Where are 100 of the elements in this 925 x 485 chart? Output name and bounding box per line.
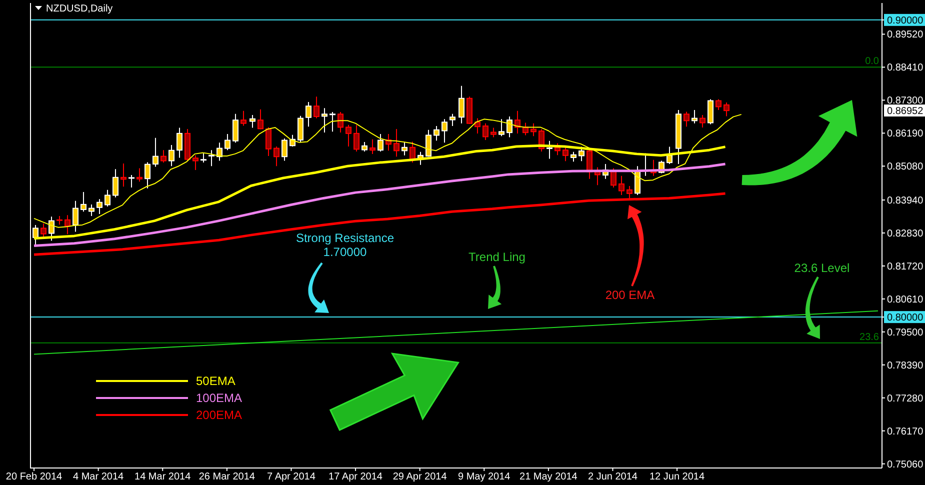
candlestick [120,162,126,188]
annotation: 200 EMA [605,288,655,302]
y-tick-label: 0.76170 [887,426,924,438]
candlestick [274,146,280,167]
candlestick [346,124,352,148]
x-tick-label: 17 Apr 2014 [328,472,383,482]
candlestick [250,114,256,128]
candlestick [354,124,360,152]
x-tick-label: 12 Jun 2014 [650,472,705,482]
candlestick [192,154,198,170]
candlestick [716,98,722,110]
candlestick [666,146,672,165]
candlestick [314,96,320,119]
candlestick [506,116,512,138]
candlestick [224,134,230,151]
y-tick-label: 0.83940 [887,195,924,206]
candlestick [96,198,102,214]
candlestick [570,151,576,162]
candlestick [112,168,118,198]
y-tick-label: 0.82830 [887,228,924,240]
candlestick [266,126,272,157]
candlestick [80,191,86,212]
y-tick-label: 0.77280 [887,393,924,404]
text: 50EMA [196,374,236,388]
candlestick [394,128,400,158]
candlestick [610,168,616,188]
candlestick [208,150,214,167]
candlestick [160,150,166,164]
candlestick [152,137,158,168]
candlestick [530,122,536,137]
y-tick-label: 0.80000 [887,312,924,324]
candlestick [410,141,416,164]
x-tick-label: 21 May 2014 [520,472,578,482]
y-tick-label: 0.89520 [887,30,924,41]
text: 100EMA [196,390,242,404]
annotation: Strong Resistance 1.70000 [296,231,394,259]
candlestick [450,113,456,127]
candlestick [322,108,328,134]
candlestick [482,122,488,140]
candlestick [168,144,174,167]
candlestick [88,204,94,217]
y-tick-label: 0.80610 [887,294,924,306]
annotation: Trend Ling [468,250,526,264]
candlestick [104,189,110,208]
y-tick-label: 0.78390 [887,360,924,372]
candlestick [474,118,480,134]
candlestick [618,175,624,196]
candlestick [176,127,182,158]
candlestick [546,140,552,160]
candlestick [692,109,698,124]
candlestick [684,111,690,128]
x-tick-label: 14 Mar 2014 [134,472,192,482]
candlestick [700,114,706,128]
candlestick [708,98,714,125]
candlestick [498,118,504,137]
x-tick-label: 4 Mar 2014 [73,472,124,482]
candlestick [232,113,238,144]
candlestick [144,162,150,189]
text: 0.86952 [887,106,924,117]
y-tick-label: 0.81720 [887,261,924,272]
annotation: 23.6 [860,332,880,343]
x-tick-label: 29 Apr 2014 [392,472,448,482]
candlestick [370,138,376,154]
x-tick-label: 9 May 2014 [458,472,511,482]
y-tick-label: 0.85080 [887,162,924,173]
candlestick [64,214,70,235]
candlestick [306,101,312,128]
candlestick [330,112,336,132]
y-tick-label: 0.86190 [887,128,924,140]
x-tick-label: 2 Jun 2014 [588,472,638,482]
candlestick [338,112,344,134]
y-tick-label: 0.90000 [887,15,924,26]
annotation: 23.6 Level [794,261,850,276]
candlestick [258,108,264,130]
text: 200EMA [196,408,242,422]
candlestick [282,138,288,162]
x-tick-label: 20 Feb 2014 [6,472,63,482]
x-tick-label: 7 Apr 2014 [267,472,316,482]
candlestick [562,146,568,162]
candlestick [48,216,54,242]
candlestick [378,134,384,152]
candlestick [40,222,46,239]
candlestick [200,152,206,164]
y-tick-label: 0.87300 [887,96,924,107]
candlestick [72,200,78,232]
candlestick [586,148,592,180]
candlestick [490,127,496,138]
x-tick-label: 26 Mar 2014 [198,472,256,482]
annotation: 0.0 [865,56,880,67]
y-tick-label: 0.88410 [887,62,924,74]
candlestick [128,174,134,188]
candlestick [434,126,440,142]
y-tick-label: 0.75060 [887,459,924,470]
candlestick [724,102,730,117]
line-series [32,162,727,247]
y-tick-label: 0.79500 [887,327,924,338]
candlestick [442,118,448,144]
candlestick [458,85,464,124]
candlestick [298,115,304,144]
candlestick [136,168,142,182]
